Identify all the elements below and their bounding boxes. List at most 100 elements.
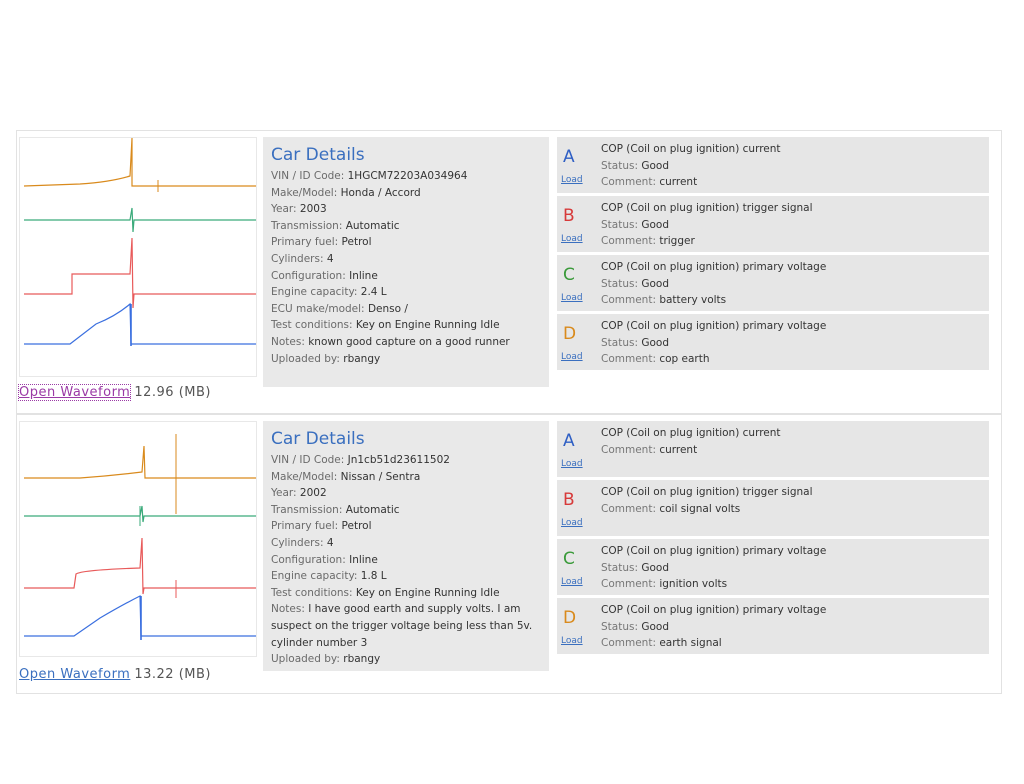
detail-row: Make/Model: Nissan / Sentra <box>271 469 543 486</box>
channel-status: Status: Good <box>601 335 826 352</box>
channel-status: Status: Good <box>601 619 826 636</box>
channel-letter: D <box>563 324 577 344</box>
load-link[interactable]: Load <box>561 636 583 646</box>
detail-row: Notes: I have good earth and supply volt… <box>271 601 543 651</box>
detail-value: 1HGCM72203A034964 <box>347 170 468 182</box>
detail-value: rbangy <box>343 653 381 666</box>
detail-label: Cylinders: <box>271 536 327 549</box>
detail-value: Automatic <box>345 503 400 516</box>
detail-label: Notes: <box>271 603 309 616</box>
detail-row: Make/Model: Honda / Accord <box>271 185 543 202</box>
status-label: Status: <box>601 159 642 172</box>
comment-label: Comment: <box>601 294 660 306</box>
comment-value: ignition volts <box>659 578 728 590</box>
detail-value: Key on Engine Running Idle <box>355 319 500 332</box>
detail-row: Cylinders: 4 <box>271 535 543 552</box>
channel-letter: C <box>563 265 575 285</box>
detail-value: Inline <box>349 269 378 282</box>
detail-value: Petrol <box>341 520 372 533</box>
detail-label: Notes: <box>271 335 309 348</box>
channel-title: COP (Coil on plug ignition) current <box>601 143 781 155</box>
channel-title: COP (Coil on plug ignition) primary volt… <box>601 320 827 332</box>
detail-label: Primary fuel: <box>271 236 342 249</box>
channel-comment: Comment: ignition volts <box>601 576 826 593</box>
detail-row: Uploaded by: rbangy <box>271 351 543 368</box>
status-value: Good <box>641 159 669 172</box>
detail-label: Uploaded by: <box>271 653 344 666</box>
open-waveform-row: Open Waveform 12.96 (MB) <box>17 384 211 401</box>
comment-value: trigger <box>659 235 695 247</box>
comment-label: Comment: <box>601 502 660 515</box>
waveform-thumbnail[interactable] <box>19 421 257 657</box>
channel-title: COP (Coil on plug ignition) primary volt… <box>601 604 827 616</box>
detail-value: 1.8 L <box>360 570 387 583</box>
channel-comment: Comment: battery volts <box>601 292 826 309</box>
detail-row: Year: 2003 <box>271 201 543 218</box>
channel-letter: B <box>563 206 575 226</box>
comment-label: Comment: <box>601 176 660 188</box>
detail-row: Year: 2002 <box>271 485 543 502</box>
car-details-list: VIN / ID Code: Jn1cb51d23611502 Make/Mod… <box>271 452 543 668</box>
load-link[interactable]: Load <box>561 175 583 185</box>
detail-label: Configuration: <box>271 269 350 282</box>
channel-a: A Load COP (Coil on plug ignition) curre… <box>557 421 989 477</box>
channel-title: COP (Coil on plug ignition) primary volt… <box>601 261 827 273</box>
detail-row: Engine capacity: 1.8 L <box>271 568 543 585</box>
detail-value: 4 <box>326 252 334 265</box>
open-waveform-link[interactable]: Open Waveform <box>19 667 131 682</box>
load-link[interactable]: Load <box>561 518 583 528</box>
detail-value: Automatic <box>345 219 400 232</box>
channel-status: Status: Good <box>601 276 826 293</box>
channel-title: COP (Coil on plug ignition) trigger sign… <box>601 486 813 498</box>
channel-c: C Load COP (Coil on plug ignition) prima… <box>557 539 989 595</box>
detail-row: Primary fuel: Petrol <box>271 518 543 535</box>
detail-row: Engine capacity: 2.4 L <box>271 284 543 301</box>
status-label: Status: <box>601 277 642 290</box>
car-details-list: VIN / ID Code: 1HGCM72203A034964 Make/Mo… <box>271 168 543 367</box>
comment-label: Comment: <box>601 578 660 590</box>
detail-value: Inline <box>349 553 378 566</box>
detail-row: VIN / ID Code: Jn1cb51d23611502 <box>271 452 543 469</box>
detail-row: Test conditions: Key on Engine Running I… <box>271 585 543 602</box>
status-label: Status: <box>601 218 642 231</box>
load-link[interactable]: Load <box>561 352 583 362</box>
detail-label: Engine capacity: <box>271 570 361 583</box>
channel-letter: B <box>563 490 575 510</box>
channel-letter: D <box>563 608 577 628</box>
comment-label: Comment: <box>601 443 660 456</box>
load-link[interactable]: Load <box>561 459 583 469</box>
detail-label: Test conditions: <box>271 586 356 599</box>
detail-label: ECU make/model: <box>271 302 368 315</box>
channel-status: Status: Good <box>601 560 826 577</box>
load-link[interactable]: Load <box>561 577 583 587</box>
status-value: Good <box>641 218 669 231</box>
comment-label: Comment: <box>601 235 660 247</box>
waveform-thumbnail[interactable] <box>19 137 257 377</box>
waveform-record: Open Waveform 12.96 (MB) Car Details VIN … <box>16 130 1002 414</box>
status-value: Good <box>641 561 669 574</box>
detail-label: VIN / ID Code: <box>271 454 348 466</box>
open-waveform-link[interactable]: Open Waveform <box>17 384 132 401</box>
detail-value: Jn1cb51d23611502 <box>347 454 450 466</box>
detail-row: ECU make/model: Denso / <box>271 301 543 318</box>
comment-label: Comment: <box>601 353 660 365</box>
detail-label: Test conditions: <box>271 319 356 332</box>
detail-row: Configuration: Inline <box>271 552 543 569</box>
waveform-record: Open Waveform 13.22 (MB) Car Details VIN … <box>16 414 1002 694</box>
file-size: 12.96 (MB) <box>134 385 211 400</box>
comment-label: Comment: <box>601 637 660 649</box>
channel-letter: A <box>563 147 575 167</box>
comment-value: coil signal volts <box>659 502 741 515</box>
status-value: Good <box>641 277 669 290</box>
file-size: 13.22 (MB) <box>134 667 211 682</box>
detail-value: 2.4 L <box>360 286 387 299</box>
channel-c: C Load COP (Coil on plug ignition) prima… <box>557 255 989 311</box>
comment-value: earth signal <box>659 637 722 649</box>
status-value: Good <box>641 336 669 349</box>
load-link[interactable]: Load <box>561 234 583 244</box>
detail-row: Test conditions: Key on Engine Running I… <box>271 317 543 334</box>
load-link[interactable]: Load <box>561 293 583 303</box>
channel-title: COP (Coil on plug ignition) trigger sign… <box>601 202 813 214</box>
status-label: Status: <box>601 620 642 633</box>
status-value: Good <box>641 620 669 633</box>
